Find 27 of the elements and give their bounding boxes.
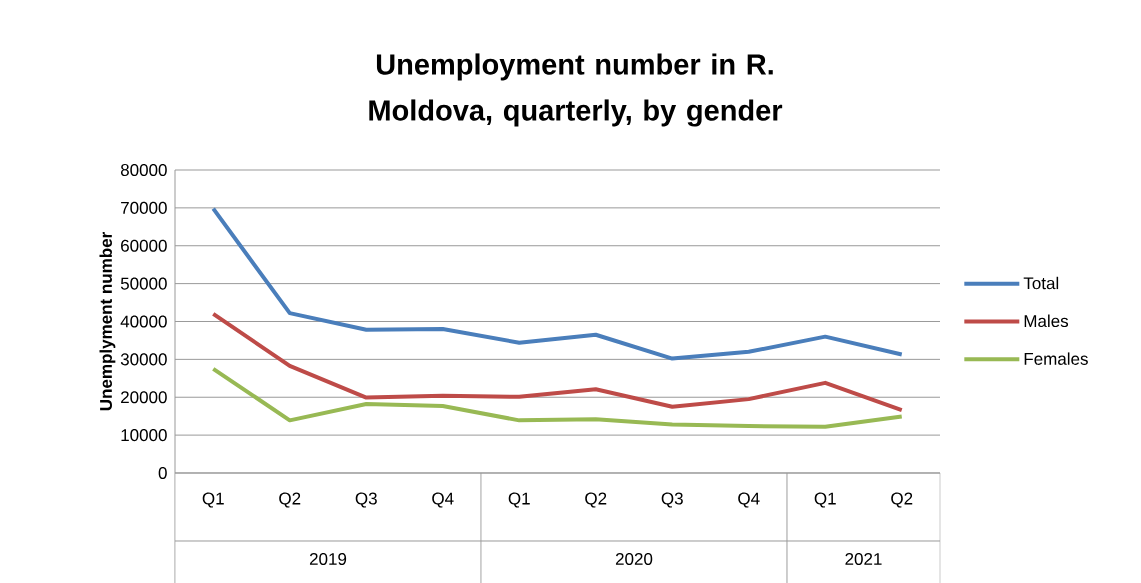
chart-title: Unemployment number in R. Moldova, quarterly, by gender xyxy=(369,53,783,127)
y-tick-label: 80000 xyxy=(120,163,167,176)
x-tick-label: Q1 xyxy=(508,492,530,508)
legend-label: Total xyxy=(1023,276,1059,290)
y-tick-label: 60000 xyxy=(121,239,167,252)
y-axis-title: Unemplyment number xyxy=(99,231,116,410)
legend-label: Females xyxy=(1024,352,1088,365)
y-tick-label: 20000 xyxy=(121,390,167,404)
y-tick-label: 50000 xyxy=(120,277,167,290)
text: 2019 xyxy=(309,552,347,565)
x-tick-label: Q2 xyxy=(891,492,913,508)
x-tick-label: Q2 xyxy=(585,492,607,508)
y-tick-label: 40000 xyxy=(120,315,167,328)
y-tick-label: 0 xyxy=(158,466,167,479)
y-tick-label: 10000 xyxy=(121,428,167,441)
x-tick-label: Q4 xyxy=(432,492,454,508)
y-tick-label: 70000 xyxy=(121,201,167,214)
y-tick-label: 30000 xyxy=(120,353,167,366)
x-tick-label: Q2 xyxy=(279,492,301,508)
x-tick-label: Q4 xyxy=(738,492,760,508)
x-tick-label: Q3 xyxy=(661,492,683,508)
text: 2020 xyxy=(615,552,653,565)
text: 2021 xyxy=(845,552,882,565)
x-tick-label: Q1 xyxy=(202,492,224,508)
x-tick-label: Q1 xyxy=(814,492,836,508)
legend-label: Males xyxy=(1024,314,1069,327)
x-tick-label: Q3 xyxy=(355,492,377,508)
